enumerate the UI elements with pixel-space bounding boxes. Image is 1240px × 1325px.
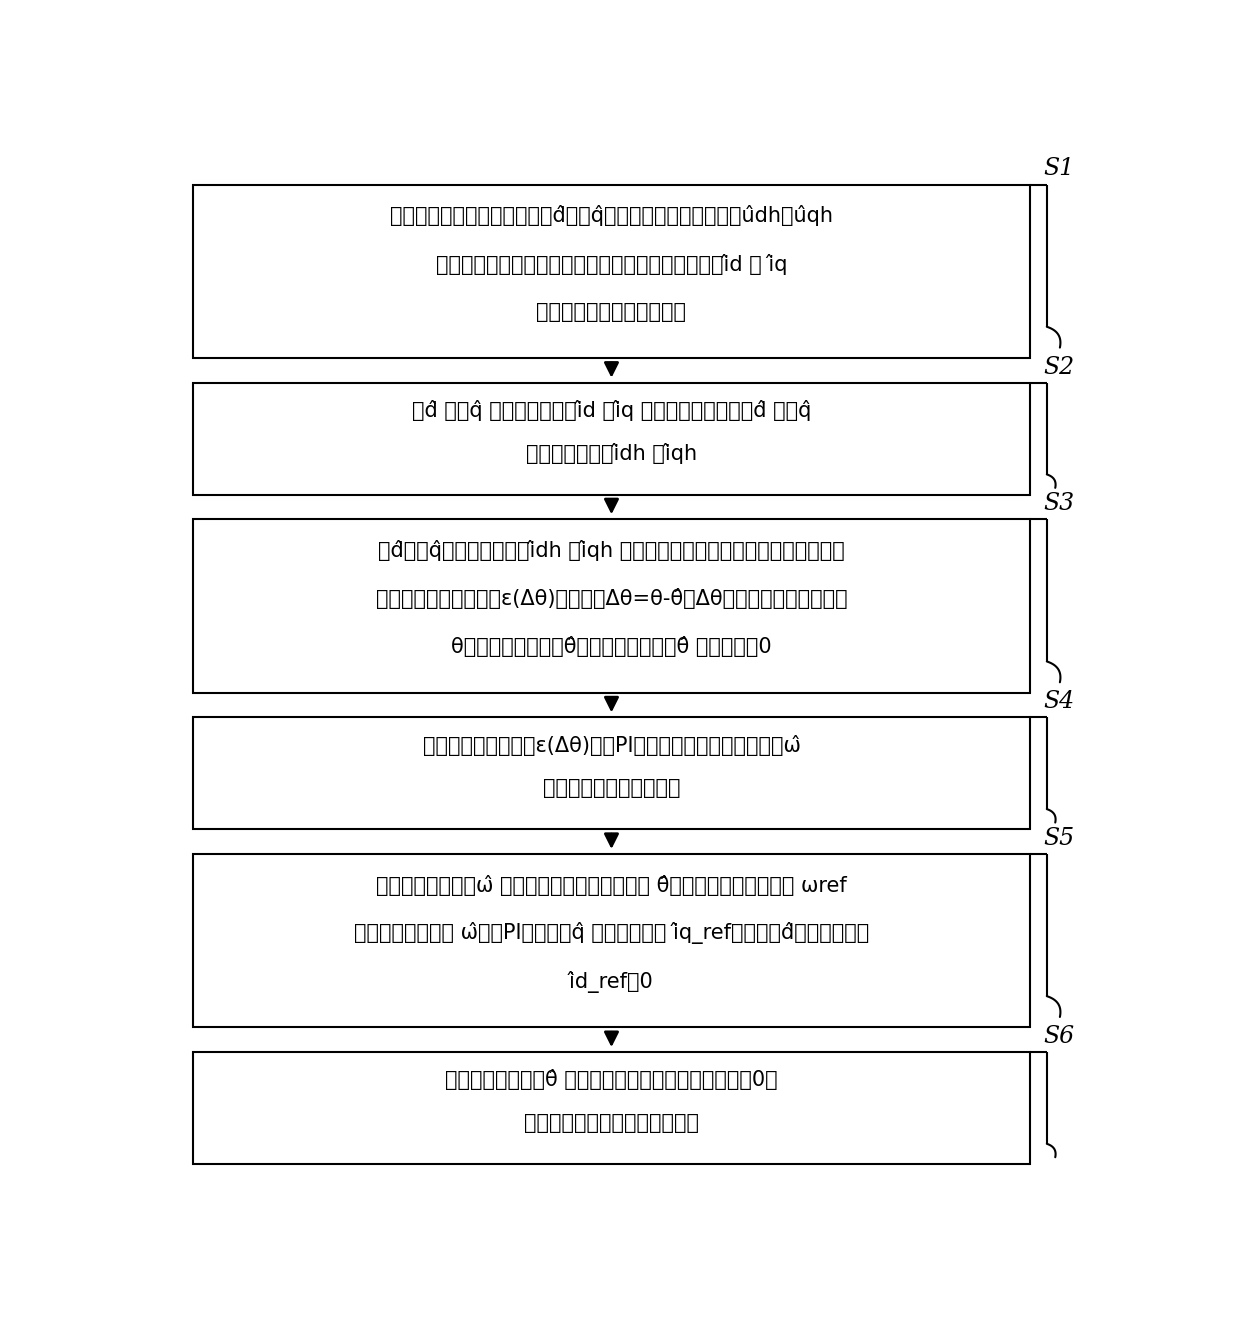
Text: 将d̂ 轴和q̂ 轴电流响应信号îd 和îq 分别经带通滤波得到d̂ 轴和q̂: 将d̂ 轴和q̂ 轴电流响应信号îd 和îq 分别经带通滤波得到d̂ 轴和q… [412,400,811,421]
Text: S3: S3 [1043,492,1074,515]
Text: 控制估计转子位置θ̂ 与实际转子位置之间的差值收敛至0，: 控制估计转子位置θ̂ 与实际转子位置之间的差值收敛至0， [445,1069,777,1090]
FancyBboxPatch shape [193,853,1029,1027]
Text: 对估计转子角速度ω̂ 进行积分得到估计转子位置 θ̂，并对给定转子角速度 ωref: 对估计转子角速度ω̂ 进行积分得到估计转子位置 θ̂，并对给定转子角速度 ωre… [376,874,847,896]
Text: ，激励内置式永磁同步电机产生轴和轴电流响应信号îd 和 îq: ，激励内置式永磁同步电机产生轴和轴电流响应信号îd 和 îq [435,253,787,274]
Text: îd_ref为0: îd_ref为0 [569,971,653,992]
Text: 得到估计位置偏差信号ε(Δθ)，其中，Δθ=θ-θ̂，Δθ为转子位置检测误差，: 得到估计位置偏差信号ε(Δθ)，其中，Δθ=θ-θ̂，Δθ为转子位置检测误差， [376,588,847,610]
Text: 对估计位置偏差信号ε(Δθ)进行PI调节，得到估计转子角速度ω̂: 对估计位置偏差信号ε(Δθ)进行PI调节，得到估计转子角速度ω̂ [423,735,800,755]
Text: ，作为转速环的反馈信号: ，作为转速环的反馈信号 [543,778,681,799]
FancyBboxPatch shape [193,519,1029,693]
FancyBboxPatch shape [193,383,1029,494]
FancyBboxPatch shape [193,717,1029,829]
Text: 轴高频电流信号îdh 和îqh: 轴高频电流信号îdh 和îqh [526,443,697,464]
Text: S1: S1 [1043,158,1074,180]
Text: S6: S6 [1043,1026,1074,1048]
Text: S5: S5 [1043,827,1074,849]
Text: 向估计转子同步旋转坐标系的d̂轴和q̂轴分别注入高频电压信号ûdh和ûqh: 向估计转子同步旋转坐标系的d̂轴和q̂轴分别注入高频电压信号ûdh和ûqh [389,205,833,227]
Text: 将d̂轴和q̂轴高频电流信号îdh 和îqh 相乘进行调制，并将调制结果经低通滤波: 将d̂轴和q̂轴高频电流信号îdh 和îqh 相乘进行调制，并将调制结果经低… [378,541,844,560]
Text: S2: S2 [1043,355,1074,379]
Text: S4: S4 [1043,690,1074,713]
FancyBboxPatch shape [193,1052,1029,1163]
FancyBboxPatch shape [193,184,1029,358]
Text: θ为实际转子位置，θ̂为估计转子位置，θ̂ 的初始值为0: θ为实际转子位置，θ̂为估计转子位置，θ̂ 的初始值为0 [451,636,771,657]
Text: 使内置式永磁同步电机稳定运行: 使内置式永磁同步电机稳定运行 [525,1113,699,1133]
Text: ，以作为电流环的反馈信号: ，以作为电流环的反馈信号 [537,302,687,322]
Text: 和估计转子角速度 ω̂进行PI调节得到q̂ 轴电流给定值 îq_ref，其中，d̂轴电流给定值: 和估计转子角速度 ω̂进行PI调节得到q̂ 轴电流给定值 îq_ref，其中，… [353,922,869,945]
